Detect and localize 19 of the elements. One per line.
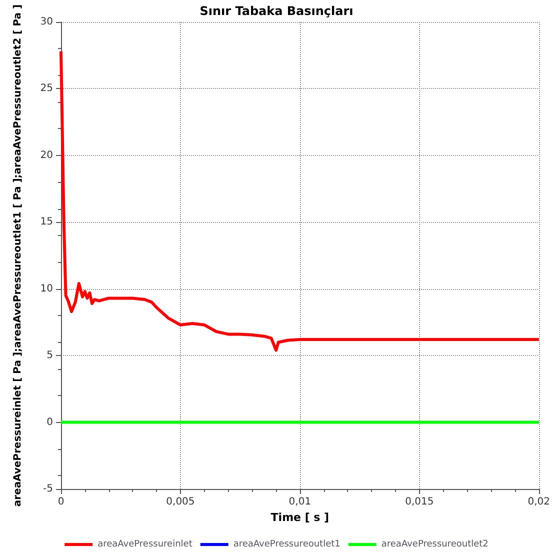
legend-label: areaAvePressureoutlet1 bbox=[233, 540, 340, 550]
x-tick-label: 0,02 bbox=[528, 496, 550, 508]
x-tick-label: 0 bbox=[58, 496, 64, 508]
y-tick-label: 15 bbox=[40, 216, 53, 228]
x-axis-title: Time [ s ] bbox=[270, 510, 330, 524]
y-tick-label: 0 bbox=[46, 416, 53, 428]
x-tick-label: 0,015 bbox=[405, 496, 434, 508]
y-tick-label: 5 bbox=[46, 350, 53, 362]
y-tick-label: 30 bbox=[40, 16, 53, 28]
y-tick-label: 25 bbox=[40, 83, 53, 94]
chart-title: Sınır Tabaka Basınçları bbox=[200, 4, 354, 18]
legend-label: areaAvePressureoutlet2 bbox=[381, 540, 488, 550]
x-tick-label: 0,005 bbox=[166, 496, 195, 508]
legend-label: areaAvePressureinlet bbox=[98, 540, 193, 550]
y-tick-label: 20 bbox=[40, 150, 53, 161]
y-tick-label: 10 bbox=[40, 283, 53, 294]
y-axis-title: areaAvePressureinlet [ Pa ];areaAvePressureoutlet1 [ Pa ];areaAvePressureoutlet2 [ Pa ] bbox=[12, 4, 24, 507]
x-tick-label: 0,01 bbox=[288, 496, 312, 508]
y-tick-label: -5 bbox=[43, 484, 53, 494]
